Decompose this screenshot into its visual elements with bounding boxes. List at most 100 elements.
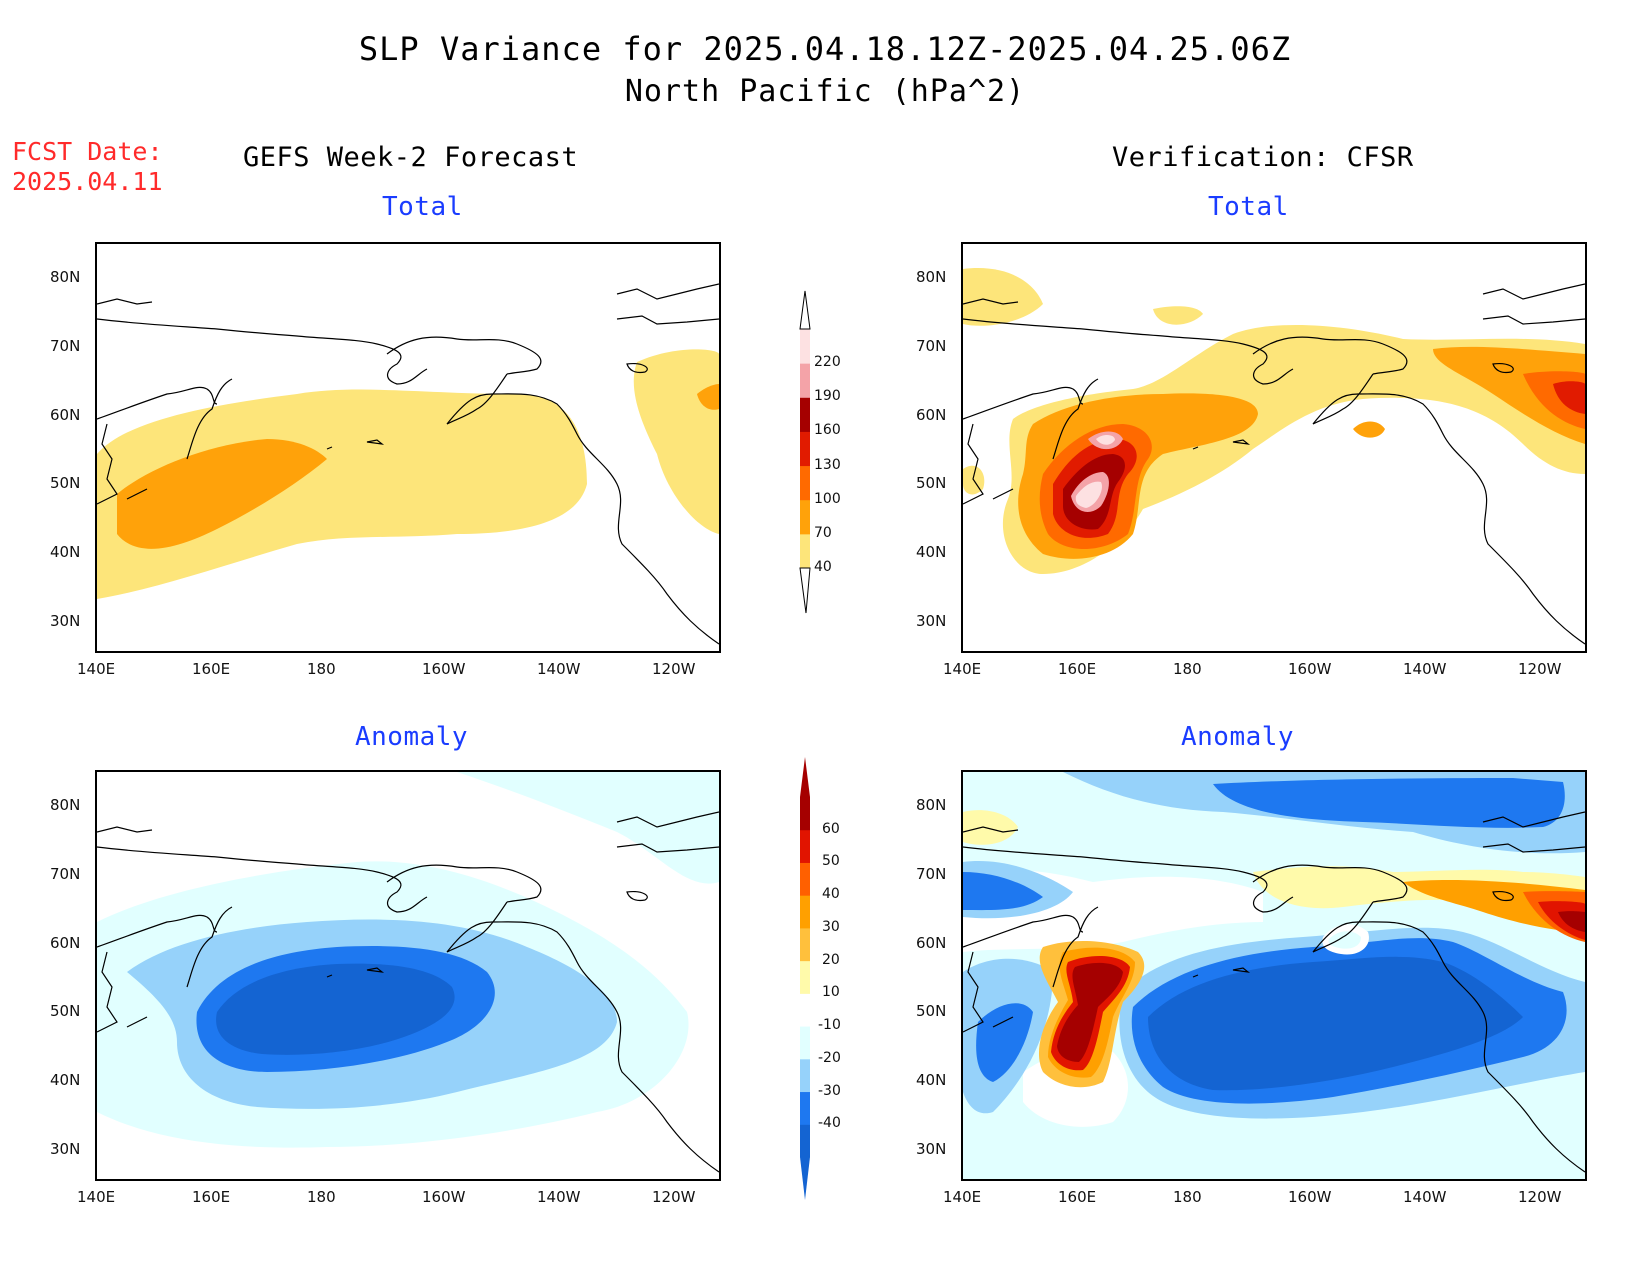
latitude-tick-label: 50N bbox=[50, 474, 81, 492]
anomaly-colorbar-label: -10 bbox=[818, 1017, 841, 1034]
total-colorbar-band bbox=[800, 533, 810, 569]
latitude-tick-label: 70N bbox=[916, 337, 947, 355]
anomaly-colorbar-band bbox=[800, 1058, 810, 1093]
anomaly-colorbar-label: -30 bbox=[818, 1082, 841, 1099]
coastline bbox=[963, 283, 1585, 645]
total-colorbar-band bbox=[800, 363, 810, 398]
total-colorbar-band bbox=[800, 499, 810, 535]
forecast-anomaly-map bbox=[95, 770, 721, 1181]
anomaly-colorbar-band bbox=[800, 993, 810, 1027]
total-colorbar-band bbox=[800, 397, 810, 432]
longitude-tick-label: 140W bbox=[537, 1188, 581, 1206]
longitude-tick-label: 140E bbox=[77, 660, 116, 678]
main-title: SLP Variance for 2025.04.18.12Z-2025.04.… bbox=[358, 30, 1292, 68]
anomaly-colorbar-label: 50 bbox=[822, 853, 840, 870]
longitude-tick-label: 120W bbox=[1518, 660, 1562, 678]
latitude-tick-label: 60N bbox=[916, 406, 947, 424]
anomaly-colorbar-band bbox=[800, 960, 810, 994]
longitude-tick-label: 140E bbox=[943, 1188, 982, 1206]
latitude-tick-label: 40N bbox=[916, 543, 947, 561]
top-left-panel-title: Total bbox=[382, 192, 463, 222]
longitude-tick-label: 160E bbox=[192, 660, 231, 678]
anomaly-colorbar-label: 20 bbox=[822, 951, 840, 968]
anomaly-colorbar-band bbox=[800, 927, 810, 962]
longitude-tick-label: 160W bbox=[422, 1188, 466, 1206]
latitude-tick-label: 40N bbox=[50, 1071, 81, 1089]
latitude-tick-label: 70N bbox=[50, 865, 81, 883]
anomaly-colorbar bbox=[800, 757, 810, 1200]
latitude-tick-label: 40N bbox=[50, 543, 81, 561]
total-colorbar-label: 40 bbox=[814, 559, 832, 575]
latitude-tick-label: 60N bbox=[916, 934, 947, 952]
latitude-tick-label: 30N bbox=[50, 612, 81, 630]
latitude-tick-label: 50N bbox=[916, 1002, 947, 1020]
anomaly-colorbar-label: 40 bbox=[822, 886, 840, 903]
latitude-tick-label: 80N bbox=[916, 796, 947, 814]
coastline bbox=[97, 811, 719, 1173]
latitude-tick-label: 60N bbox=[50, 406, 81, 424]
longitude-tick-label: 160W bbox=[1288, 1188, 1332, 1206]
forecast-total-map bbox=[95, 242, 721, 653]
total-colorbar-label: 130 bbox=[814, 456, 841, 473]
anomaly-colorbar-label: -40 bbox=[818, 1115, 841, 1132]
latitude-tick-label: 80N bbox=[50, 796, 81, 814]
longitude-tick-label: 120W bbox=[652, 1188, 696, 1206]
total-colorbar-band bbox=[800, 329, 810, 364]
forecast-total-field bbox=[97, 283, 719, 645]
latitude-tick-label: 50N bbox=[50, 1002, 81, 1020]
longitude-tick-label: 120W bbox=[652, 660, 696, 678]
verification-total-field bbox=[963, 268, 1585, 645]
total-colorbar bbox=[799, 290, 811, 614]
anomaly-colorbar-band bbox=[800, 895, 810, 929]
coastline bbox=[963, 811, 1585, 1173]
longitude-tick-label: 160W bbox=[422, 660, 466, 678]
verification-total-map bbox=[961, 242, 1587, 653]
left-column-title: GEFS Week-2 Forecast bbox=[243, 142, 579, 173]
verification-anomaly-field bbox=[963, 772, 1585, 1179]
latitude-tick-label: 40N bbox=[916, 1071, 947, 1089]
longitude-tick-label: 160E bbox=[1058, 660, 1097, 678]
total-colorbar-label: 70 bbox=[814, 524, 832, 541]
longitude-tick-label: 140E bbox=[943, 660, 982, 678]
latitude-tick-label: 30N bbox=[50, 1140, 81, 1158]
longitude-tick-label: 160E bbox=[1058, 1188, 1097, 1206]
longitude-tick-label: 140W bbox=[1403, 660, 1447, 678]
latitude-tick-label: 30N bbox=[916, 612, 947, 630]
total-colorbar-band bbox=[800, 465, 810, 501]
main-subtitle: North Pacific (hPa^2) bbox=[624, 74, 1026, 109]
total-colorbar-label: 100 bbox=[814, 490, 841, 507]
anomaly-colorbar-band bbox=[800, 1124, 810, 1158]
bottom-left-panel-title: Anomaly bbox=[355, 722, 469, 752]
top-right-panel-title: Total bbox=[1208, 192, 1289, 222]
total-colorbar-label: 160 bbox=[814, 422, 841, 439]
latitude-tick-label: 70N bbox=[50, 337, 81, 355]
forecast-anomaly-field bbox=[97, 772, 719, 1173]
anomaly-colorbar-band bbox=[800, 829, 810, 863]
forecast-date-value: 2025.04.11 bbox=[12, 167, 163, 196]
latitude-tick-label: 80N bbox=[50, 268, 81, 286]
longitude-tick-label: 140E bbox=[77, 1188, 116, 1206]
longitude-tick-label: 180 bbox=[307, 660, 336, 678]
longitude-tick-label: 140W bbox=[1403, 1188, 1447, 1206]
bottom-right-panel-title: Anomaly bbox=[1181, 722, 1295, 752]
longitude-tick-label: 140W bbox=[537, 660, 581, 678]
latitude-tick-label: 50N bbox=[916, 474, 947, 492]
verification-anomaly-map bbox=[961, 770, 1587, 1181]
latitude-tick-label: 70N bbox=[916, 865, 947, 883]
anomaly-colorbar-band bbox=[800, 1026, 810, 1060]
anomaly-colorbar-label: 10 bbox=[822, 984, 840, 1001]
right-column-title: Verification: CFSR bbox=[1112, 142, 1414, 173]
latitude-tick-label: 80N bbox=[916, 268, 947, 286]
anomaly-colorbar-band bbox=[800, 797, 810, 831]
anomaly-colorbar-label: 30 bbox=[822, 918, 840, 935]
forecast-date-block: FCST Date: 2025.04.11 bbox=[12, 137, 163, 197]
anomaly-colorbar-label: -20 bbox=[818, 1049, 841, 1066]
coastline bbox=[97, 283, 719, 645]
anomaly-colorbar-band bbox=[800, 1091, 810, 1125]
longitude-tick-label: 160E bbox=[192, 1188, 231, 1206]
forecast-date-label: FCST Date: bbox=[12, 137, 163, 166]
total-colorbar-label: 190 bbox=[814, 388, 841, 405]
total-colorbar-band bbox=[800, 431, 810, 467]
total-colorbar-label: 220 bbox=[814, 354, 841, 371]
longitude-tick-label: 180 bbox=[1173, 1188, 1202, 1206]
